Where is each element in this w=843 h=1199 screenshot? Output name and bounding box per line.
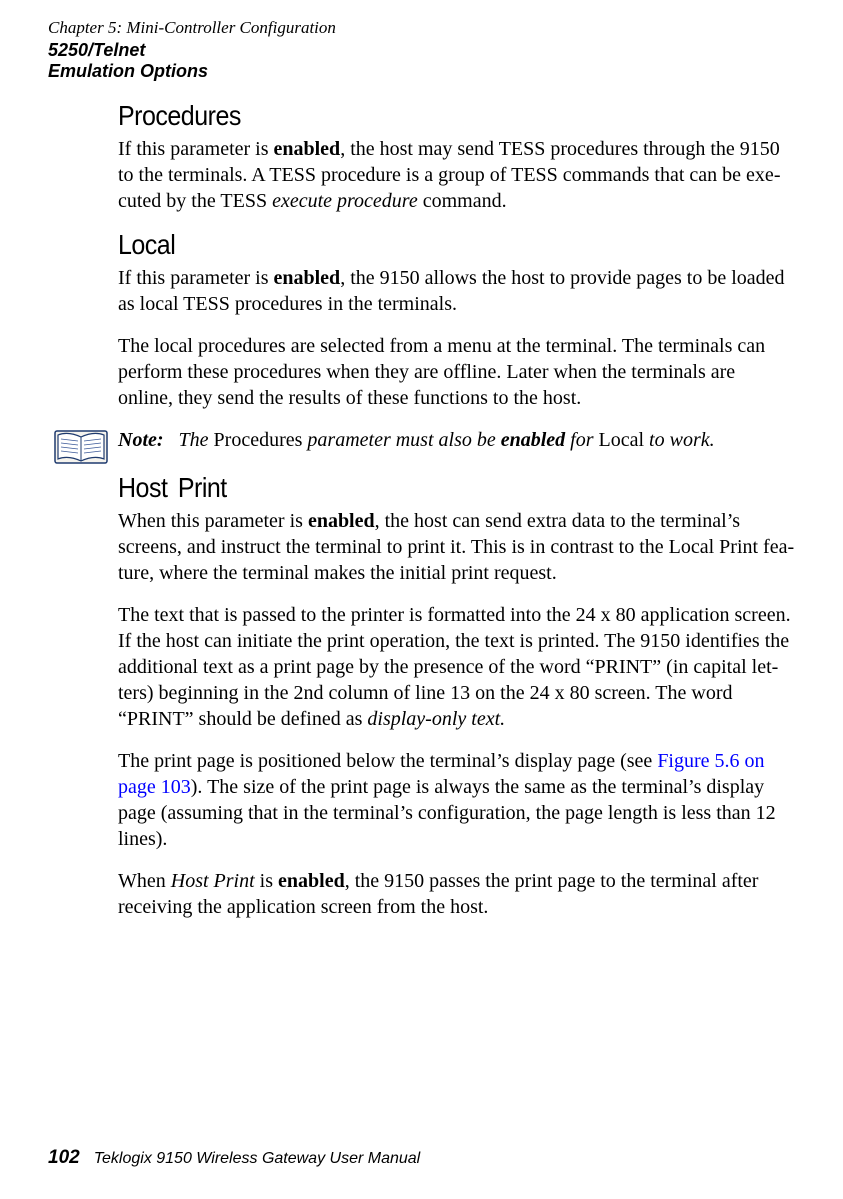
text-upright: Local (599, 429, 645, 451)
text-bold: enabled (278, 870, 345, 892)
local-section: Local If this parameter is enabled, the … (118, 230, 795, 411)
page-number: 102 (48, 1147, 80, 1168)
text-upright: Procedures (214, 429, 303, 451)
text-fragment: When (118, 870, 171, 892)
text-fragment: When this parameter is (118, 510, 308, 532)
text-fragment: If this parameter is (118, 138, 274, 160)
page-header: Chapter 5: Mini-Controller Configuration… (48, 18, 795, 81)
text-bold: enabled (308, 510, 375, 532)
text-italic: display-only text. (367, 708, 505, 730)
note-label: Note: (118, 429, 164, 451)
text-fragment: is (255, 870, 278, 892)
local-heading: Local (118, 230, 795, 262)
text-bold: enabled (274, 138, 341, 160)
text-italic: Host Print (171, 870, 255, 892)
local-paragraph-1: If this parameter is enabled, the 9150 a… (118, 265, 795, 317)
note-block: Note: The Procedures parameter must also… (48, 427, 795, 465)
text-fragment: If this parameter is (118, 267, 274, 289)
text-fragment: for (565, 429, 598, 451)
procedures-heading: Procedures (118, 101, 795, 133)
text-fragment: command. (418, 190, 507, 212)
footer-title: Teklogix 9150 Wireless Gateway User Manu… (94, 1150, 421, 1167)
chapter-title: Chapter 5: Mini-Controller Configuration (48, 18, 795, 38)
note-content: Note: The Procedures parameter must also… (118, 427, 715, 453)
hostprint-paragraph-2: The text that is passed to the printer i… (118, 602, 795, 732)
local-paragraph-2: The local procedures are selected from a… (118, 333, 795, 411)
text-fragment: parameter must also be (302, 429, 500, 451)
section-title-line1: 5250/Telnet (48, 40, 795, 61)
book-icon (54, 429, 108, 465)
hostprint-paragraph-1: When this parameter is enabled, the host… (118, 508, 795, 586)
section-title-line2: Emulation Options (48, 61, 795, 82)
hostprint-paragraph-3: The print page is positioned below the t… (118, 748, 795, 852)
text-fragment: The print page is positioned below the t… (118, 750, 657, 772)
text-fragment: The (179, 429, 214, 451)
text-bold-italic: enabled (501, 429, 565, 451)
page-footer: 102 Teklogix 9150 Wireless Gateway User M… (48, 1147, 420, 1169)
text-bold: enabled (274, 267, 341, 289)
hostprint-section: Host Print When this parameter is enable… (118, 473, 795, 920)
procedures-paragraph: If this parameter is enabled, the host m… (118, 136, 795, 214)
hostprint-paragraph-4: When Host Print is enabled, the 9150 pas… (118, 868, 795, 920)
text-fragment: ). The size of the print page is always … (118, 776, 776, 850)
procedures-section: Procedures If this parameter is enabled,… (118, 101, 795, 214)
text-fragment: to work. (644, 429, 715, 451)
text-italic: execute procedure (272, 190, 418, 212)
hostprint-heading: Host Print (118, 473, 795, 505)
